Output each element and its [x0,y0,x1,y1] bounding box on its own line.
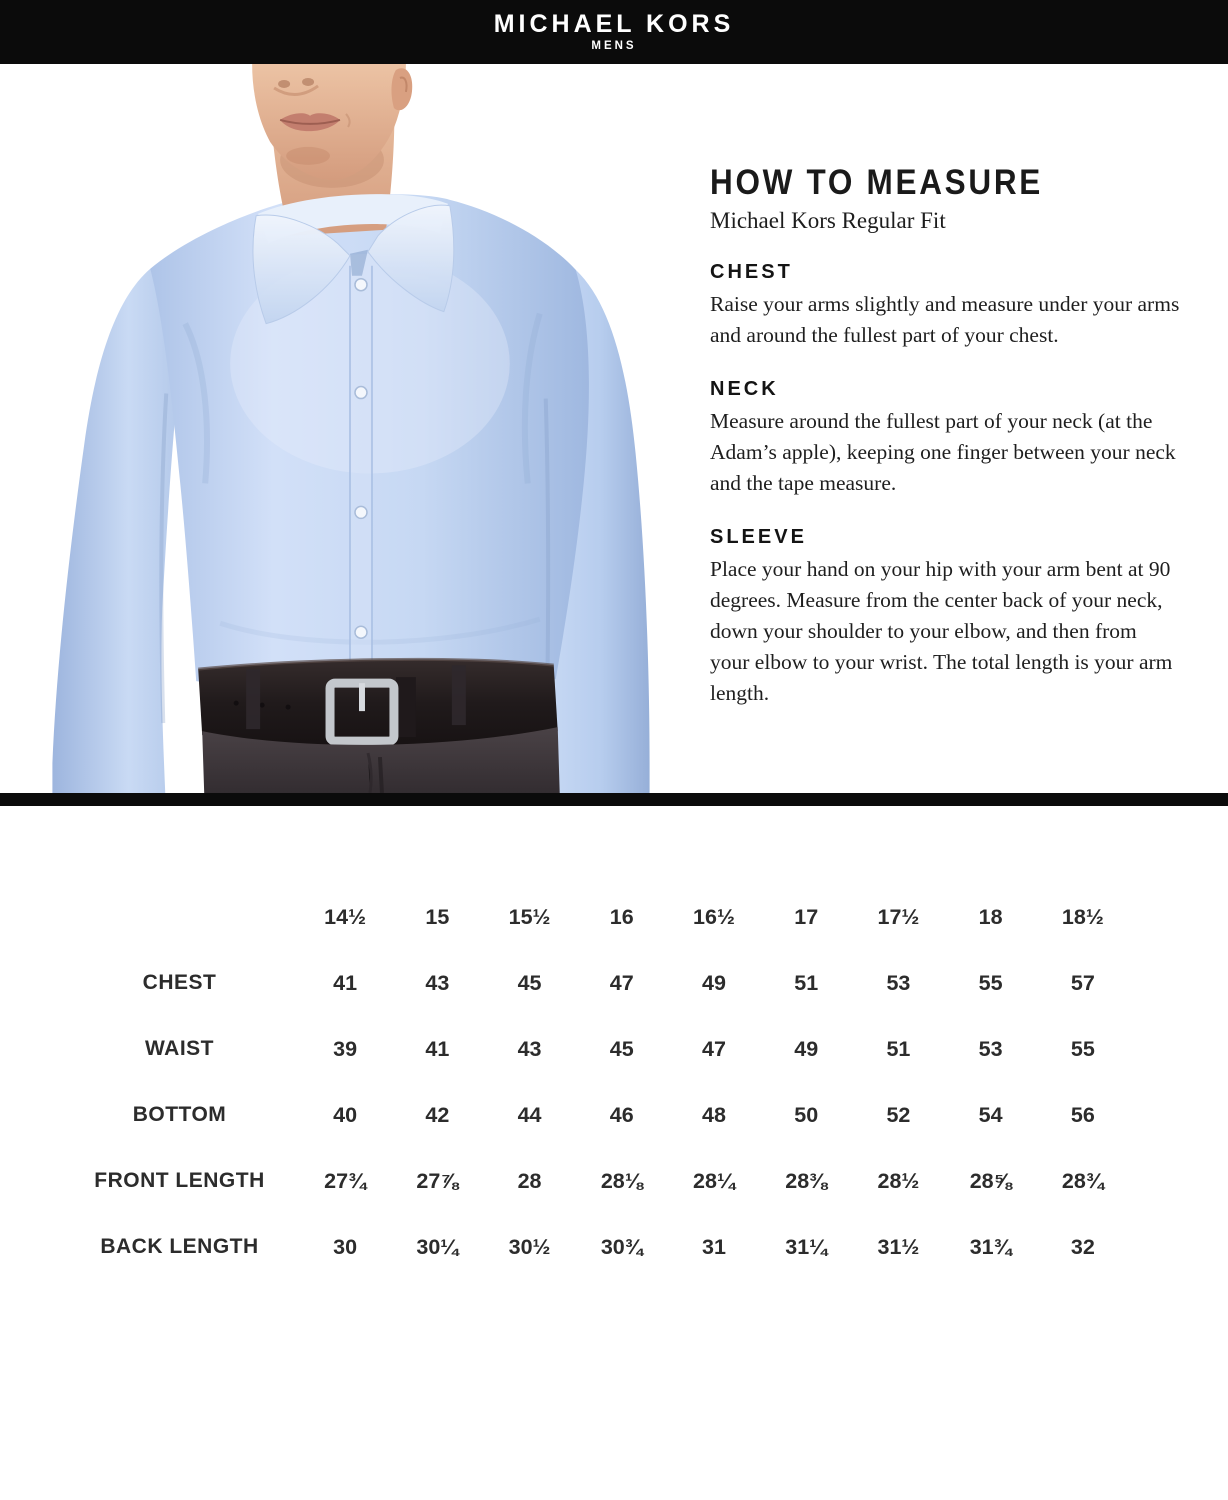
measure-body: Measure around the fullest part of your … [710,408,1176,495]
size-value-cell: 45 [517,970,542,995]
size-value-cell: 30 [333,1234,358,1259]
size-row-back-length: BACK LENGTH 30 30¼ 30½ 30¾ 31 31¼ 31½ 31¾ 32 [0,1214,1228,1280]
size-value-cell: 28 [517,1168,542,1193]
size-value-cell: 41 [425,1036,450,1061]
size-value-cell: 53 [886,970,911,995]
size-value-cell: 52 [886,1102,911,1127]
size-value-cell: 30¼ [416,1234,459,1259]
size-value-cell: 50 [794,1102,819,1127]
brand-logo: MICHAEL KORS [493,9,735,38]
measure-body: Raise your arms slightly and measure und… [710,291,1180,347]
size-row-front-length: FRONT LENGTH 27¾ 27⅞ 28 28⅛ 28¼ 28⅜ 28½ 28⅝ 28¾ [0,1148,1228,1214]
size-value-cell: 55 [978,970,1003,995]
brand-header: MICHAEL KORS MENS [0,0,1228,64]
size-value-cell: 27¾ [324,1168,367,1193]
size-column-header: 15½ [508,904,551,929]
size-value-cell: 49 [794,1036,819,1061]
size-table: 14½ 15 15½ 16 16½ 17 17½ 18 18½ CHEST 41 43 45 47 49 51… [0,806,1228,1280]
size-column-header: 18 [978,904,1003,929]
size-value-cell: 32 [1070,1234,1095,1259]
size-column-header: 17 [794,904,819,929]
section-divider [0,793,1228,806]
how-to-measure-panel: HOW TO MEASURE Michael Kors Regular Fit … [710,163,1180,709]
size-value-cell: 43 [517,1036,542,1061]
size-value-cell: 27⅞ [416,1168,459,1193]
measure-section-chest: CHEST Raise your arms slightly and measu… [710,261,1180,351]
size-row-label: CHEST [142,971,217,994]
size-value-cell: 54 [978,1102,1003,1127]
size-row-waist: WAIST 39 41 43 45 47 49 51 53 55 [0,1016,1228,1082]
size-value-cell: 44 [517,1102,542,1127]
size-value-cell: 28¾ [1061,1168,1104,1193]
size-value-cell: 51 [794,970,819,995]
size-value-cell: 40 [333,1102,358,1127]
size-value-cell: 28⅛ [600,1168,643,1193]
measure-section-sleeve: SLEEVE Place your hand on your hip with … [710,526,1180,709]
size-value-cell: 28⅜ [785,1168,828,1193]
size-column-header: 17½ [877,904,920,929]
size-header-row: 14½ 15 15½ 16 16½ 17 17½ 18 18½ [0,884,1228,950]
fit-subtitle: Michael Kors Regular Fit [710,207,946,233]
measure-body: Place your hand on your hip with your ar… [710,556,1173,705]
size-row-chest: CHEST 41 43 45 47 49 51 53 55 57 [0,950,1228,1016]
measure-section-neck: NECK Measure around the fullest part of … [710,378,1180,499]
size-value-cell: 49 [702,970,726,995]
size-value-cell: 55 [1070,1036,1095,1061]
measure-heading: NECK [710,377,779,400]
size-value-cell: 56 [1070,1102,1095,1127]
size-value-cell: 28⅝ [969,1168,1012,1193]
size-value-cell: 45 [609,1036,634,1061]
size-row-label: BACK LENGTH [100,1235,259,1258]
hero-section: HOW TO MEASURE Michael Kors Regular Fit … [0,64,1228,793]
size-value-cell: 53 [978,1036,1003,1061]
size-value-cell: 28¼ [693,1168,735,1193]
size-column-header: 18½ [1061,904,1104,929]
size-value-cell: 48 [702,1102,726,1127]
size-row-bottom: BOTTOM 40 42 44 46 48 50 52 54 56 [0,1082,1228,1148]
size-value-cell: 30¾ [600,1234,643,1259]
brand-sub-label: MENS [591,39,637,52]
size-value-cell: 31¼ [785,1234,828,1259]
size-row-label: WAIST [145,1037,214,1060]
size-value-cell: 31 [702,1234,726,1259]
size-column-header: 16½ [693,904,735,929]
size-value-cell: 41 [333,970,358,995]
size-row-label: BOTTOM [132,1103,227,1126]
size-value-cell: 47 [609,970,634,995]
size-value-cell: 46 [609,1102,634,1127]
size-value-cell: 47 [702,1036,726,1061]
size-value-cell: 51 [886,1036,911,1061]
size-value-cell: 30½ [508,1234,551,1259]
measure-heading: CHEST [710,260,793,283]
size-column-header: 15 [425,904,450,929]
size-value-cell: 28½ [877,1168,920,1193]
size-value-cell: 42 [425,1102,450,1127]
size-value-cell: 31¾ [969,1234,1012,1259]
size-row-label: FRONT LENGTH [94,1169,265,1192]
size-column-header: 16 [609,904,634,929]
size-value-cell: 43 [425,970,450,995]
size-value-cell: 57 [1070,970,1095,995]
size-value-cell: 39 [333,1036,358,1061]
measure-heading: SLEEVE [710,525,807,548]
how-to-measure-title: HOW TO MEASURE [710,163,1043,202]
size-value-cell: 31½ [877,1234,920,1259]
model-photo [52,64,650,793]
size-column-header: 14½ [324,904,367,929]
